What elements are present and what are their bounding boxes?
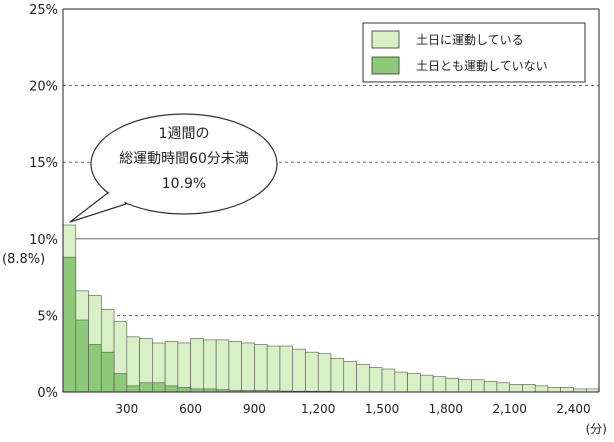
bar-active-35 [510,384,523,392]
bar-inactive-8 [165,386,178,392]
bar-active-24 [369,367,382,392]
x-tick-label: 2,400 [556,402,590,416]
x-tick-label: 1,800 [429,402,463,416]
bar-active-32 [471,380,484,392]
y-tick-label: 20% [29,80,58,95]
bar-active-26 [395,372,408,392]
y-tick-label: 10% [29,233,58,248]
bar-active-21 [331,358,344,392]
x-tick-label: 300 [115,402,138,416]
bar-active-28 [420,375,433,392]
x-tick-label: 1,500 [365,402,399,416]
bar-inactive-9 [178,387,191,392]
y-tick-label: 5% [37,309,58,324]
y-tick-label: 25% [29,3,58,18]
bar-active-10 [191,338,204,392]
bar-active-12 [216,340,229,392]
bar-active-37 [535,386,548,392]
bar-active-33 [484,381,497,392]
y-tick-labels: 0% 5% 10% 15% 20% 25% [29,3,58,401]
bar-active-5 [127,337,140,392]
bar-active-13 [229,341,242,392]
y-tick-label: 0% [37,386,58,401]
x-tick-label: 600 [179,402,202,416]
bar-active-14 [242,343,255,392]
bar-active-30 [446,378,459,392]
callout-line-3: 10.9% [162,176,206,192]
bar-active-8 [165,341,178,392]
callout-bubble: 1週間の 総運動時間60分未満 10.9% [70,114,277,222]
legend-label-active: 土日に運動している [416,33,524,47]
bar-active-38 [548,387,561,392]
bar-active-27 [408,374,421,392]
highlight-value-label: (8.8%) [2,252,45,267]
x-tick-label: 2,100 [492,402,526,416]
x-tick-label: 1,200 [301,402,335,416]
legend: 土日に運動している 土日とも運動していない [363,23,585,82]
bar-inactive-0 [63,257,76,392]
legend-swatch-active [372,31,399,48]
bar-active-23 [357,364,370,392]
bar-active-25 [382,369,395,392]
bar-active-20 [318,354,331,392]
bar-active-15 [254,345,267,392]
bar-active-18 [293,349,306,392]
bar-active-9 [178,343,191,392]
bar-inactive-6 [140,383,153,392]
x-tick-labels: 300 600 900 1,200 1,500 1,800 2,100 2,400 [115,402,590,416]
bar-inactive-1 [76,320,89,392]
bar-active-39 [561,387,574,392]
bar-inactive-2 [89,345,102,392]
bar-active-11 [203,340,216,392]
bar-active-36 [522,384,535,392]
bar-inactive-3 [101,352,114,392]
x-tick-label: 900 [243,402,266,416]
y-tick-label: 15% [29,156,58,171]
bars [63,225,599,392]
legend-swatch-inactive [372,57,399,74]
callout-line-1: 1週間の [159,126,210,142]
bar-active-29 [433,377,446,392]
bar-active-34 [497,383,510,392]
bar-inactive-7 [152,383,165,392]
x-unit-label: (分) [586,422,607,436]
bar-active-31 [459,380,472,392]
bar-active-17 [280,346,293,392]
bar-active-22 [344,361,357,392]
legend-label-inactive: 土日とも運動していない [416,59,548,73]
bar-active-16 [267,346,280,392]
bar-inactive-4 [114,374,127,392]
bar-inactive-5 [127,386,140,392]
bar-active-19 [305,352,318,392]
callout-line-2: 総運動時間60分未満 [119,151,249,167]
